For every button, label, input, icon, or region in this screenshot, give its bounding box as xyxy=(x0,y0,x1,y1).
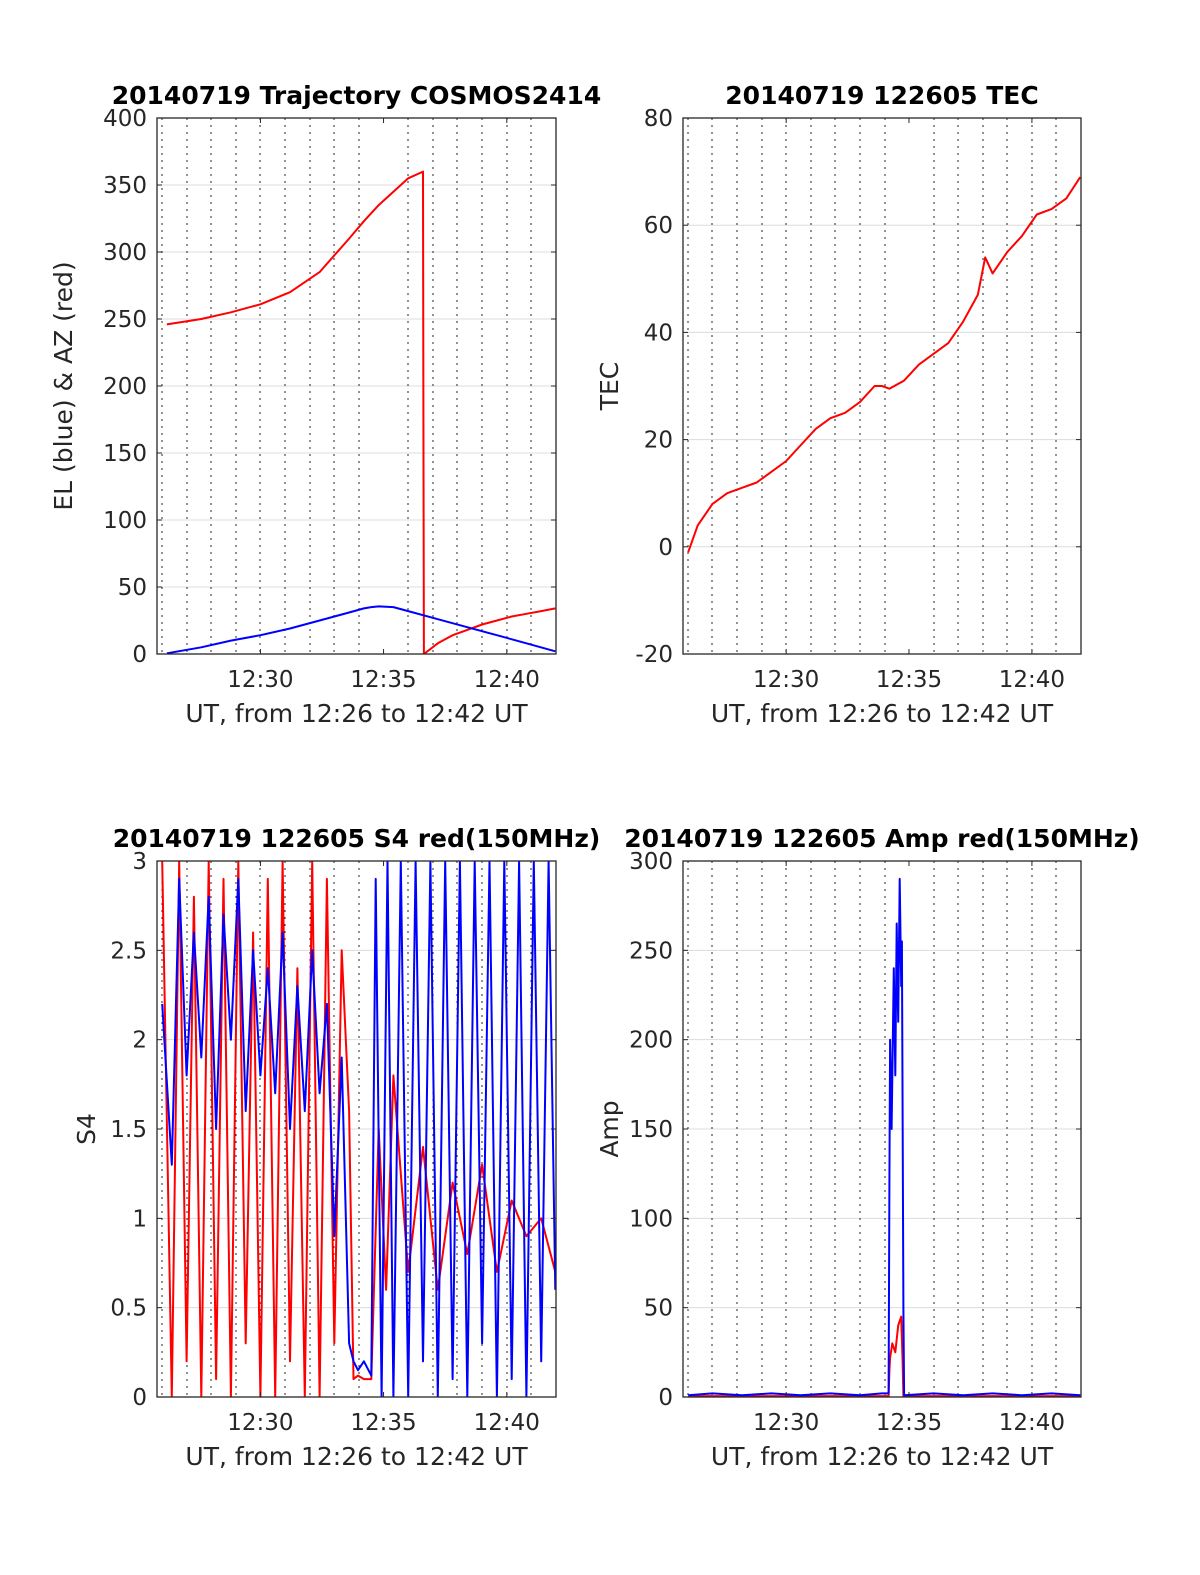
y-tick-label: 200 xyxy=(103,374,147,400)
x-tick-label: 12:35 xyxy=(350,667,416,693)
y-tick-label: 80 xyxy=(644,106,673,132)
y-tick-label: 250 xyxy=(103,307,147,333)
x-tick-label: 12:30 xyxy=(753,1410,819,1436)
x-tick-label: 12:40 xyxy=(474,1410,540,1436)
chart-title: 20140719 Trajectory COSMOS2414 xyxy=(112,81,602,110)
y-tick-label: 40 xyxy=(644,320,673,346)
y-tick-label: 100 xyxy=(629,1206,673,1232)
y-axis-label: TEC xyxy=(595,362,624,412)
y-tick-label: 0 xyxy=(132,642,147,668)
x-tick-label: 12:35 xyxy=(876,1410,942,1436)
y-tick-label: 60 xyxy=(644,213,673,239)
series-line-1 xyxy=(161,861,556,1397)
y-tick-label: 350 xyxy=(103,173,147,199)
y-tick-label: 0 xyxy=(132,1385,147,1411)
chart-title: 20140719 122605 S4 red(150MHz) xyxy=(113,824,601,853)
x-tick-label: 12:30 xyxy=(753,667,819,693)
y-axis-label: Amp xyxy=(595,1100,624,1157)
y-tick-label: 0 xyxy=(658,535,673,561)
y-axis-label: S4 xyxy=(72,1113,101,1145)
x-axis-label: UT, from 12:26 to 12:42 UT xyxy=(711,699,1054,728)
y-tick-label: -20 xyxy=(635,642,673,668)
x-axis-label: UT, from 12:26 to 12:42 UT xyxy=(185,1442,528,1471)
series-line-0 xyxy=(687,176,1081,553)
x-tick-label: 12:40 xyxy=(474,667,540,693)
y-tick-label: 20 xyxy=(644,428,673,454)
series-line-1 xyxy=(688,877,1081,1397)
chart-title: 20140719 122605 TEC xyxy=(725,81,1038,110)
chart-panel-amp: 0 50 100 150 200 250 300 12:30 12:35 12:40 2014071… xyxy=(595,824,1140,1471)
y-tick-label: 2.5 xyxy=(110,938,147,964)
x-tick-label: 12:35 xyxy=(876,667,942,693)
y-tick-label: 400 xyxy=(103,106,147,132)
series-line-0 xyxy=(166,170,556,654)
y-tick-label: 1.5 xyxy=(110,1117,147,1143)
y-tick-label: 1 xyxy=(132,1206,147,1232)
y-tick-label: 3 xyxy=(132,849,147,875)
y-tick-label: 150 xyxy=(629,1117,673,1143)
y-tick-label: 250 xyxy=(629,938,673,964)
y-axis-label: EL (blue) & AZ (red) xyxy=(49,261,78,510)
series-line-0 xyxy=(688,1315,1081,1397)
y-tick-label: 0.5 xyxy=(110,1296,147,1322)
y-tick-label: 2 xyxy=(132,1028,147,1054)
y-tick-label: 0 xyxy=(658,1385,673,1411)
x-tick-label: 12:40 xyxy=(999,667,1065,693)
chart-panel-tec: -20 0 20 40 60 80 12:30 12:35 12:40 20140719 1226… xyxy=(595,81,1082,728)
chart-panel-s4: 0 0.5 1 1.5 2 2.5 3 12:30 12:35 12:40 20140719 122… xyxy=(72,824,600,1471)
y-tick-label: 100 xyxy=(103,508,147,534)
y-tick-label: 300 xyxy=(629,849,673,875)
y-tick-label: 300 xyxy=(103,240,147,266)
x-tick-label: 12:35 xyxy=(350,1410,416,1436)
y-tick-label: 50 xyxy=(644,1296,673,1322)
chart-panel-trajectory: 0 50 100 150 200 250 300 350 400 12:30 12:35 12:40 2… xyxy=(49,81,601,728)
x-tick-label: 12:30 xyxy=(227,1410,293,1436)
chart-title: 20140719 122605 Amp red(150MHz) xyxy=(624,824,1140,853)
x-tick-label: 12:30 xyxy=(227,667,293,693)
y-tick-label: 50 xyxy=(118,575,147,601)
series-line-1 xyxy=(166,605,556,654)
x-axis-label: UT, from 12:26 to 12:42 UT xyxy=(185,699,528,728)
y-tick-label: 150 xyxy=(103,441,147,467)
plot-frame xyxy=(682,117,1082,655)
x-tick-label: 12:40 xyxy=(999,1410,1065,1436)
x-axis-label: UT, from 12:26 to 12:42 UT xyxy=(711,1442,1054,1471)
y-tick-label: 200 xyxy=(629,1028,673,1054)
